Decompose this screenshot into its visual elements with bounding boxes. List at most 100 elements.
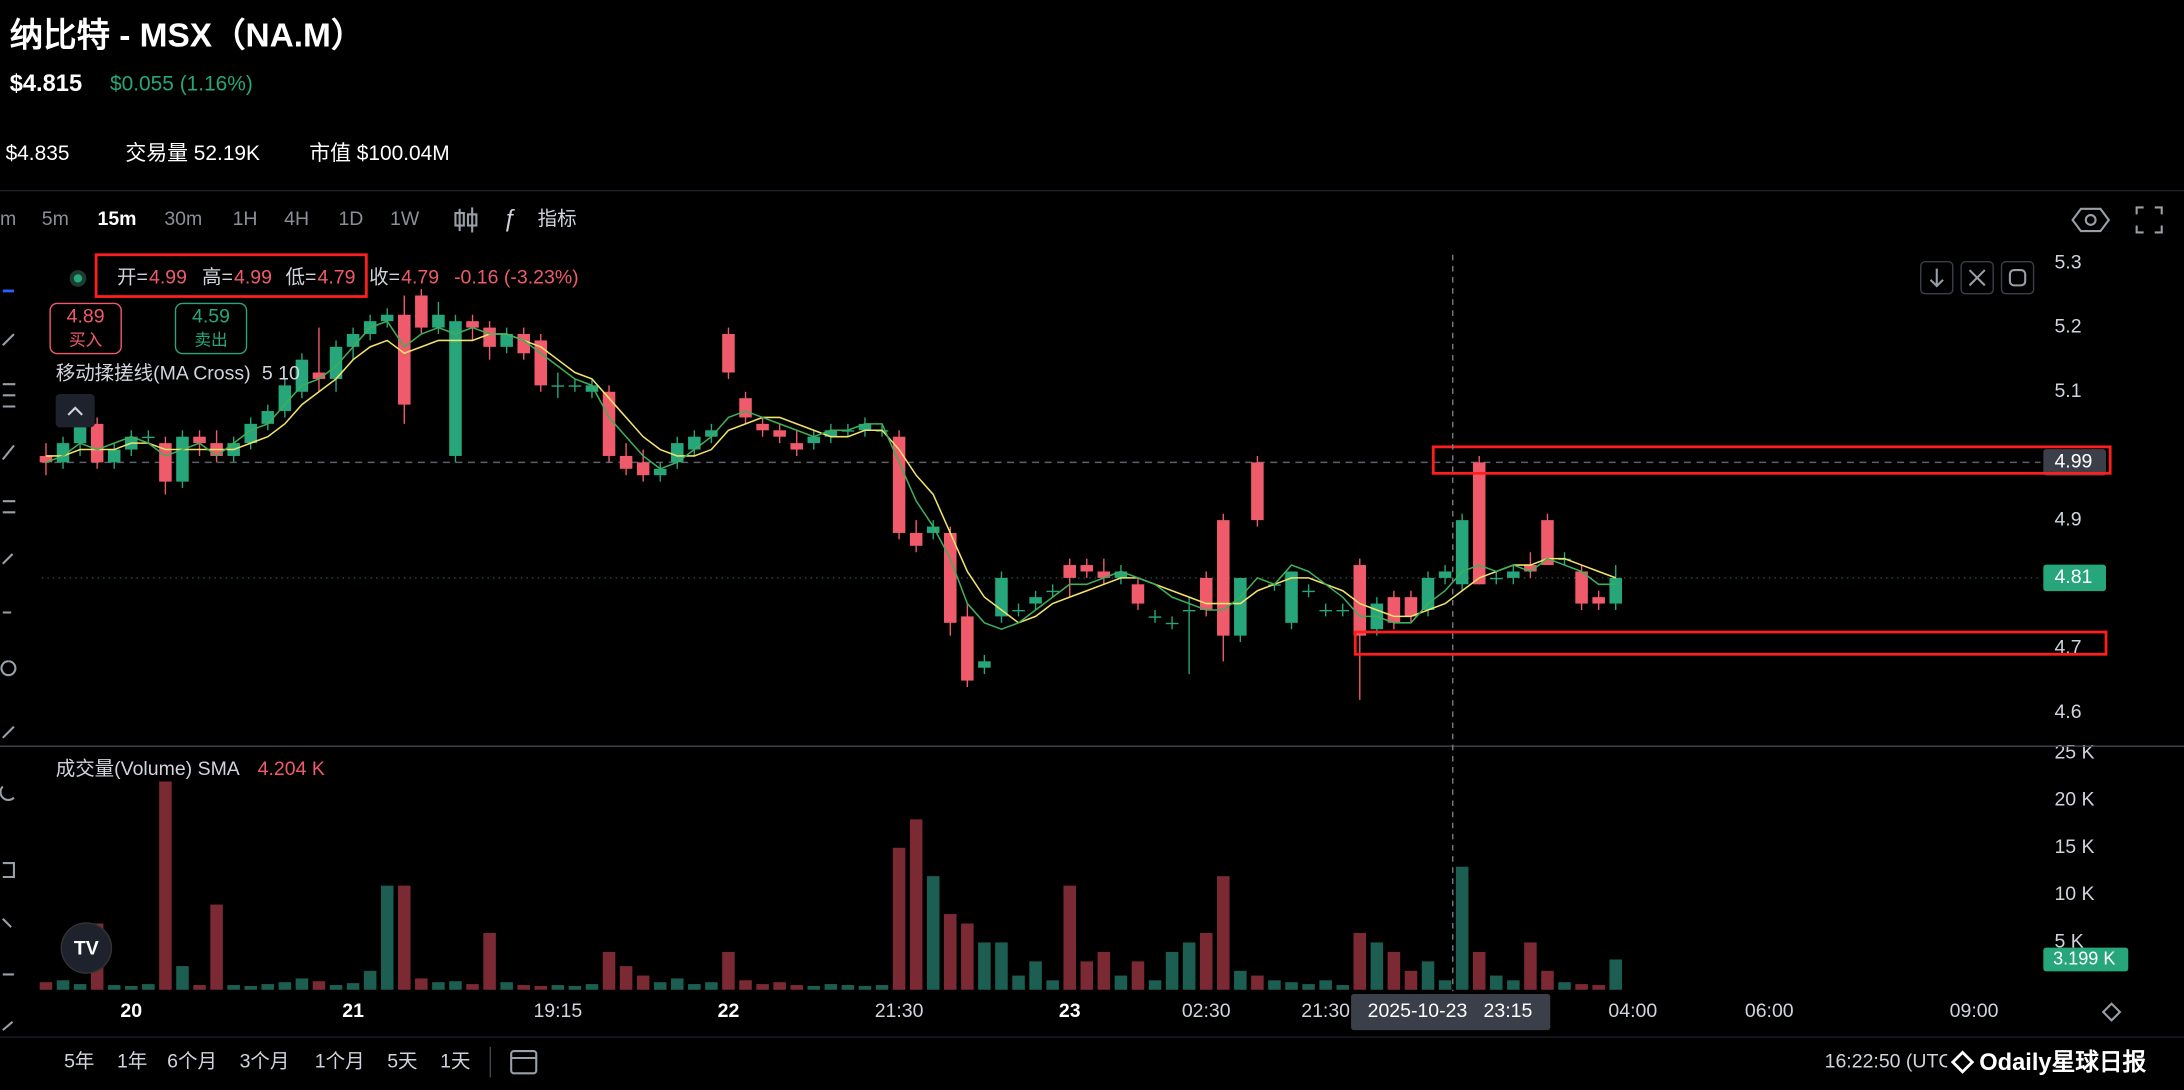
open-value: 4.99 (149, 267, 187, 289)
ma-line (45, 333, 1616, 624)
volume-bar (1421, 961, 1435, 990)
volume-bar (1592, 985, 1605, 990)
candle-body (1012, 609, 1025, 612)
y-tick-label: 4.9 (2054, 508, 2081, 530)
settings-icon[interactable] (2071, 207, 2111, 233)
candle-body (415, 295, 428, 328)
volume-stat: 交易量 52.19K (125, 142, 260, 165)
range-button[interactable]: 3个月 (240, 1050, 290, 1072)
volume-bar (1268, 980, 1281, 990)
candle-body (380, 314, 394, 322)
collapse-button[interactable] (55, 393, 95, 428)
volume-bar (466, 984, 479, 990)
volume-badge (2043, 947, 2129, 972)
watermark-bg (1947, 1044, 2184, 1084)
volume-tick-label: 20 K (2054, 789, 2094, 811)
volume-bar (1182, 942, 1196, 990)
fx-icon[interactable]: ƒ (503, 206, 516, 232)
candle-icon[interactable] (454, 207, 478, 233)
range-button[interactable]: 5天 (387, 1050, 417, 1072)
volume-bar (125, 985, 138, 990)
range-button[interactable]: 1天 (440, 1050, 470, 1072)
calendar-icon[interactable] (510, 1049, 538, 1075)
volume-bar (858, 985, 872, 990)
range-bar: 5年 1年 6个月 3个月 1个月 5天 1天 (64, 1050, 470, 1072)
close-value: 4.79 (401, 267, 439, 289)
low-value: 4.79 (318, 267, 356, 289)
candle-body (1148, 616, 1162, 618)
ma-line (45, 320, 1616, 631)
volume-bar (568, 985, 582, 990)
price-change: $0.055 (1.16%) (110, 72, 253, 95)
candle-body (1319, 609, 1332, 612)
volume-bar (398, 885, 411, 990)
volume-bar (1285, 982, 1298, 990)
fullscreen-icon[interactable] (2135, 206, 2163, 234)
volume-bar (722, 951, 735, 990)
volume-bar (346, 983, 360, 990)
candle-body (909, 532, 923, 546)
candle-body (1165, 622, 1179, 625)
candle-body (1575, 571, 1588, 604)
buy-price[interactable]: 4.89 (67, 306, 105, 328)
candle-body (1131, 584, 1145, 604)
interval-button[interactable]: 4H (284, 208, 309, 230)
volume-bar (1131, 961, 1145, 990)
volume-tick-label: 5 K (2054, 931, 2083, 953)
candle-body (1455, 520, 1469, 585)
range-button[interactable]: 1年 (117, 1050, 147, 1072)
volume-bar (517, 985, 530, 990)
interval-button[interactable]: 15m (98, 208, 137, 230)
interval-button[interactable]: 5m (42, 208, 69, 230)
volume-bar (295, 978, 309, 990)
interval-button[interactable]: m (0, 208, 16, 230)
volume-bar (1336, 985, 1349, 990)
volume-bar (1404, 970, 1418, 990)
candle-body (193, 436, 206, 444)
crosshair-date-box (1351, 993, 1551, 1031)
volume-bar (1455, 866, 1469, 990)
sell-price[interactable]: 4.59 (192, 306, 230, 328)
buy-button[interactable] (49, 302, 122, 355)
volume-bar (790, 985, 803, 990)
buy-label[interactable]: 买入 (69, 330, 103, 349)
collapse-icon[interactable] (67, 406, 83, 416)
low-label: 低= (286, 267, 317, 289)
candle-body (790, 443, 803, 450)
candle-body (1285, 571, 1298, 623)
axis-settings-icon[interactable] (2101, 1002, 2122, 1022)
sell-label[interactable]: 卖出 (194, 330, 227, 349)
price-badge (2043, 449, 2106, 476)
volume-bar (1609, 959, 1622, 990)
range-button[interactable]: 1个月 (315, 1050, 365, 1072)
candle-body (807, 436, 821, 444)
volume-bar (159, 781, 172, 990)
interval-button[interactable]: 30m (164, 208, 202, 230)
candle-body (1336, 609, 1349, 612)
interval-button[interactable]: 1H (233, 208, 258, 230)
interval-bar: m 5m 15m 30m 1H 4H 1D 1W (0, 208, 420, 230)
volume-bar (1558, 982, 1571, 990)
candle-body (1251, 462, 1264, 521)
volume-bar (756, 984, 769, 990)
candle-body (858, 423, 872, 431)
interval-button[interactable]: 1D (338, 208, 363, 230)
range-button[interactable]: 5年 (64, 1050, 94, 1072)
volume-bar (1217, 876, 1230, 990)
interval-button[interactable]: 1W (390, 208, 420, 230)
range-button[interactable]: 6个月 (167, 1050, 217, 1072)
candle-body (73, 423, 87, 444)
indicators-button[interactable]: 指标 (538, 208, 577, 230)
ma-legend: 移动揉搓线(MA Cross) (56, 363, 251, 385)
candle-body (1114, 571, 1128, 578)
volume-bar (363, 970, 377, 990)
candle-body (1063, 565, 1076, 578)
chart-buttons (1920, 261, 2035, 295)
candle-body (1302, 590, 1315, 593)
volume-bar (739, 980, 752, 990)
ma-params: 5 10 (262, 363, 300, 385)
candle-body (90, 423, 104, 463)
sell-button[interactable] (174, 302, 248, 355)
volume-bar (909, 819, 923, 990)
